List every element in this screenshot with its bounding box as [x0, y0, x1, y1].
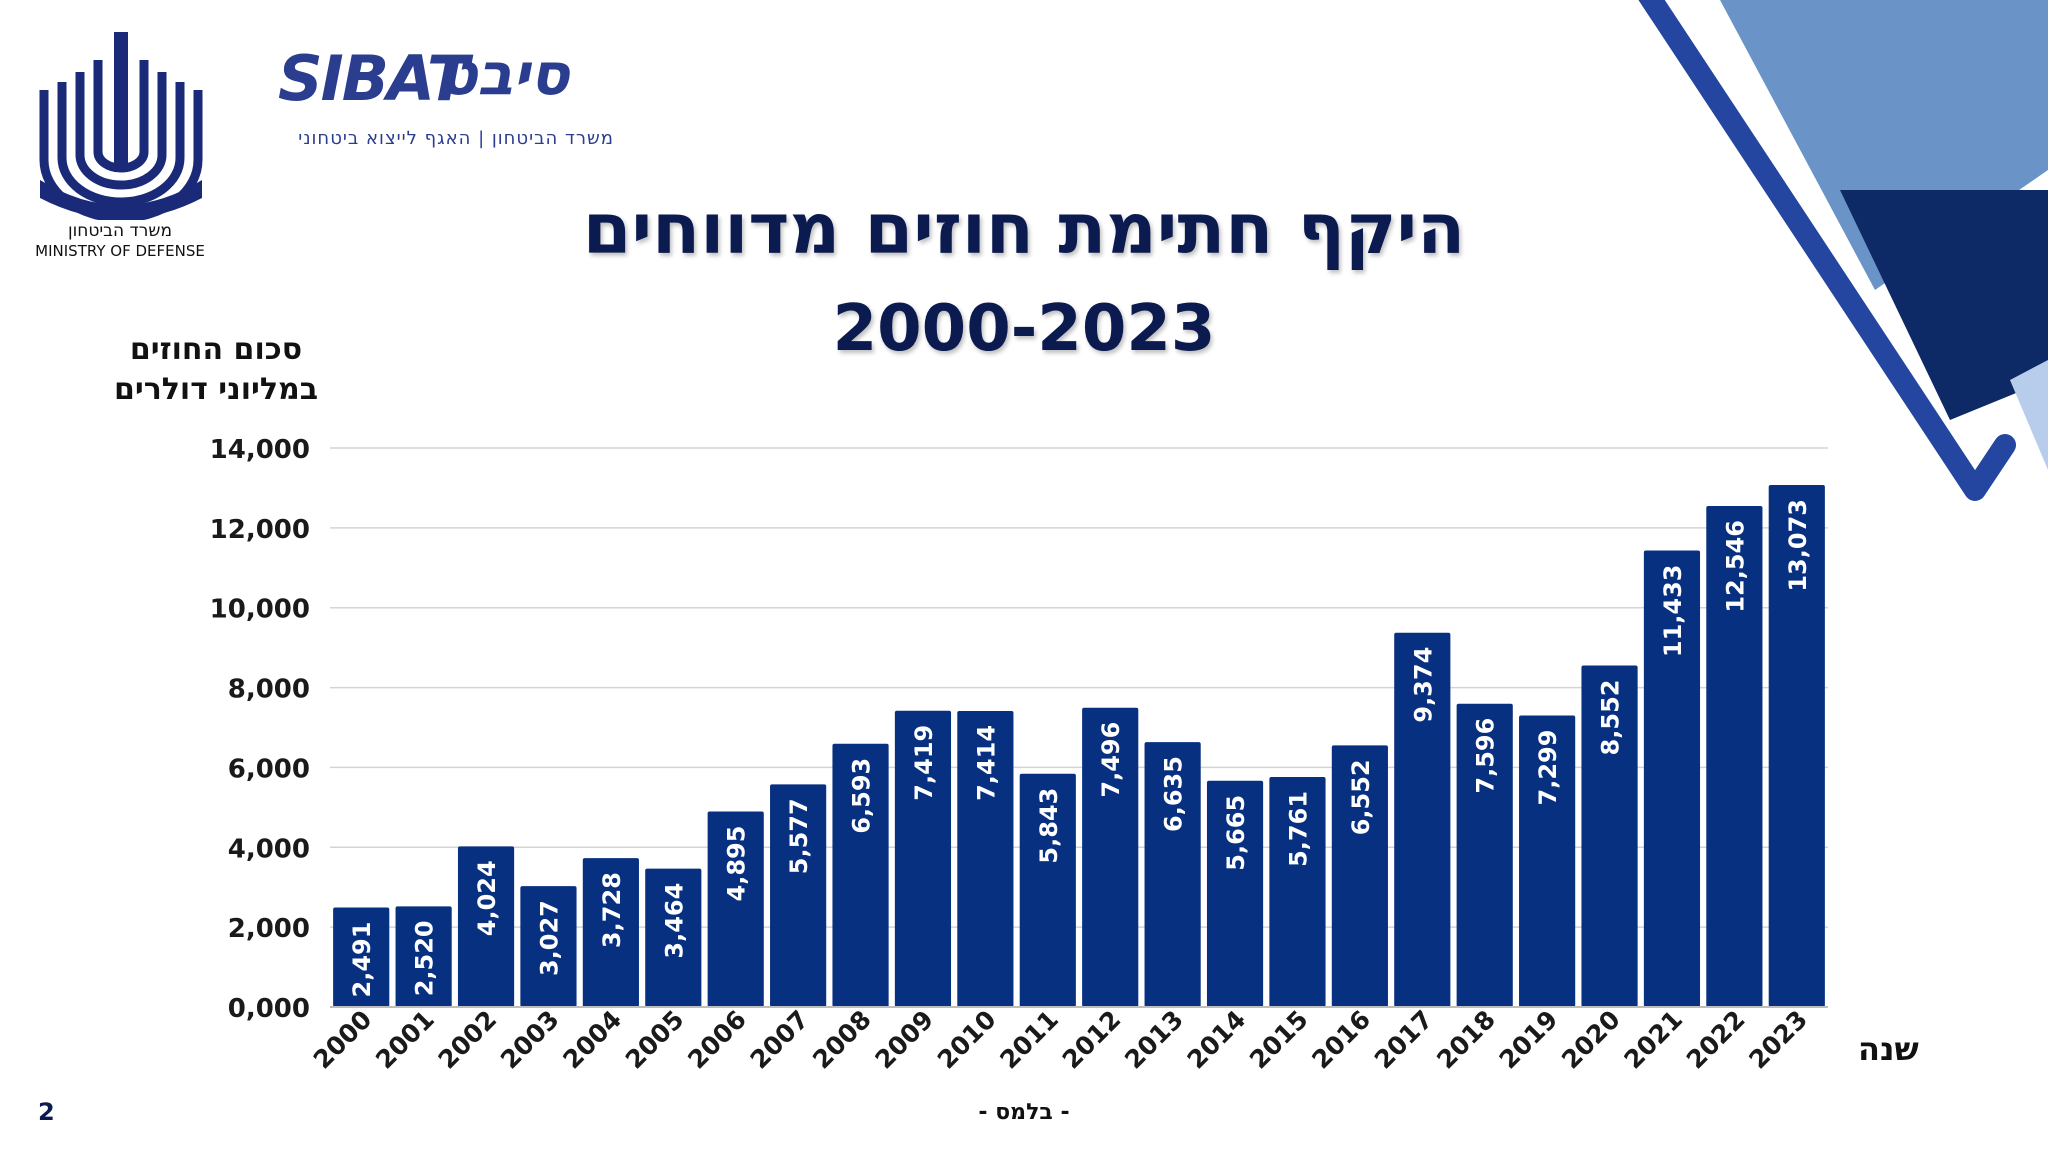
x-tick-label: 2002: [433, 1005, 503, 1075]
x-tick-label: 2006: [682, 1005, 752, 1075]
x-tick-label: 2019: [1494, 1005, 1564, 1075]
x-tick-label: 2010: [932, 1005, 1002, 1075]
page-title: היקף חתימת חוזים מדווחים: [582, 188, 1466, 270]
bar-value-label: 12,546: [1721, 520, 1749, 613]
bar-value-label: 2,520: [411, 920, 439, 996]
bar: [1768, 485, 1825, 1007]
y-tick-label: 8,000: [228, 675, 310, 705]
x-tick-label: 2000: [308, 1005, 378, 1075]
bar-value-label: 6,593: [848, 758, 876, 834]
ministry-of-defense-emblem-icon: [39, 32, 203, 220]
decor-triangle-pale: [2010, 360, 2048, 470]
x-axis-label: שנה: [1858, 1030, 1919, 1068]
y-tick-label: 2,000: [228, 914, 310, 944]
sibat-logo-latin: SIBAT: [278, 42, 469, 115]
bar-value-label: 8,552: [1597, 680, 1625, 756]
bar: [1331, 745, 1388, 1007]
x-tick-label: 2017: [1369, 1005, 1439, 1075]
bar: [770, 784, 827, 1007]
classification-label: - בלמס -: [978, 1100, 1070, 1125]
bar-value-label: 13,073: [1784, 499, 1812, 592]
bar: [894, 710, 952, 1007]
bar-value-label: 3,728: [598, 872, 626, 948]
x-tick-label: 2007: [745, 1005, 815, 1075]
bar-value-label: 7,414: [972, 725, 1000, 801]
bar: [1394, 632, 1451, 1007]
y-axis-label: סכום החוזים במליוני דולרים: [56, 330, 376, 410]
bar: [520, 886, 577, 1007]
x-tick-label: 2012: [1057, 1005, 1127, 1075]
bar: [457, 846, 515, 1007]
bar-value-label: 6,635: [1160, 756, 1188, 832]
bar-value-label: 6,552: [1347, 759, 1375, 835]
y-tick-label: 10,000: [210, 595, 310, 625]
x-tick-label: 2008: [807, 1005, 877, 1075]
x-tick-label: 2014: [1182, 1005, 1252, 1075]
bar-value-label: 7,419: [910, 725, 938, 801]
bar-value-label: 4,895: [723, 826, 751, 902]
bar: [1581, 665, 1638, 1007]
bar: [1206, 780, 1264, 1007]
bar: [333, 907, 390, 1007]
bar: [957, 710, 1014, 1007]
x-tick-label: 2015: [1244, 1005, 1314, 1075]
y-tick-label: 6,000: [228, 754, 310, 784]
x-tick-label: 2018: [1431, 1005, 1501, 1075]
bar-value-label: 5,761: [1284, 791, 1312, 867]
page-subtitle: 2000-2023: [832, 292, 1216, 366]
x-tick-label: 2009: [869, 1005, 939, 1075]
bar-value-label: 9,374: [1409, 647, 1437, 723]
bar-value-label: 2,491: [348, 922, 376, 998]
bar: [1456, 703, 1513, 1007]
x-tick-label: 2023: [1743, 1005, 1813, 1075]
ministry-english-name: MINISTRY OF DEFENSE: [35, 242, 205, 260]
ministry-hebrew-name: משרד הביטחון: [67, 221, 172, 241]
y-tick-label: 12,000: [210, 515, 310, 545]
bar-value-label: 7,496: [1097, 722, 1125, 798]
bar: [707, 811, 764, 1007]
bar-value-label: 5,577: [785, 798, 813, 874]
y-tick-label: 4,000: [228, 834, 310, 864]
bar: [1082, 707, 1139, 1007]
x-tick-label: 2011: [994, 1005, 1064, 1075]
bar-value-label: 7,596: [1472, 718, 1500, 794]
y-axis-label-line-2: במליוני דולרים: [113, 372, 319, 407]
x-tick-label: 2021: [1618, 1005, 1688, 1075]
sibat-tagline: משרד הביטחון | האגף לייצוא ביטחוני: [298, 128, 614, 149]
bar-value-label: 3,464: [660, 883, 688, 959]
bar: [645, 868, 702, 1007]
bar-value-label: 4,024: [473, 860, 501, 936]
x-tick-label: 2013: [1119, 1005, 1189, 1075]
bar: [1144, 742, 1201, 1007]
y-tick-label: 0,000: [228, 994, 310, 1024]
bar-value-label: 5,665: [1222, 795, 1250, 871]
sibat-logo-hebrew: סיבט: [438, 40, 570, 108]
x-tick-label: 2022: [1681, 1005, 1751, 1075]
x-tick-label: 2001: [370, 1005, 440, 1075]
x-tick-label: 2003: [495, 1005, 565, 1075]
bar-value-label: 5,843: [1035, 788, 1063, 864]
bar: [1519, 715, 1576, 1007]
bar: [582, 858, 639, 1007]
y-tick-label: 14,000: [210, 435, 310, 465]
page-number: 2: [38, 1098, 55, 1126]
bar: [1706, 506, 1763, 1007]
decor-chevron-stroke: [1638, 0, 2016, 501]
bar: [1019, 773, 1076, 1007]
bar: [1269, 776, 1326, 1007]
bar: [395, 906, 452, 1007]
bar-value-label: 7,299: [1534, 730, 1562, 806]
bar: [1643, 550, 1701, 1007]
x-tick-label: 2016: [1306, 1005, 1376, 1075]
bar-value-label: 11,433: [1659, 564, 1687, 657]
x-tick-label: 2005: [620, 1005, 690, 1075]
corner-decoration: [1638, 0, 2048, 501]
bar: [832, 743, 889, 1007]
x-tick-label: 2020: [1556, 1005, 1626, 1075]
bar-value-label: 3,027: [535, 900, 563, 976]
decor-triangle-dark: [1840, 190, 2048, 420]
y-axis-label-line-1: סכום החוזים: [129, 332, 303, 367]
x-tick-label: 2004: [557, 1005, 627, 1075]
